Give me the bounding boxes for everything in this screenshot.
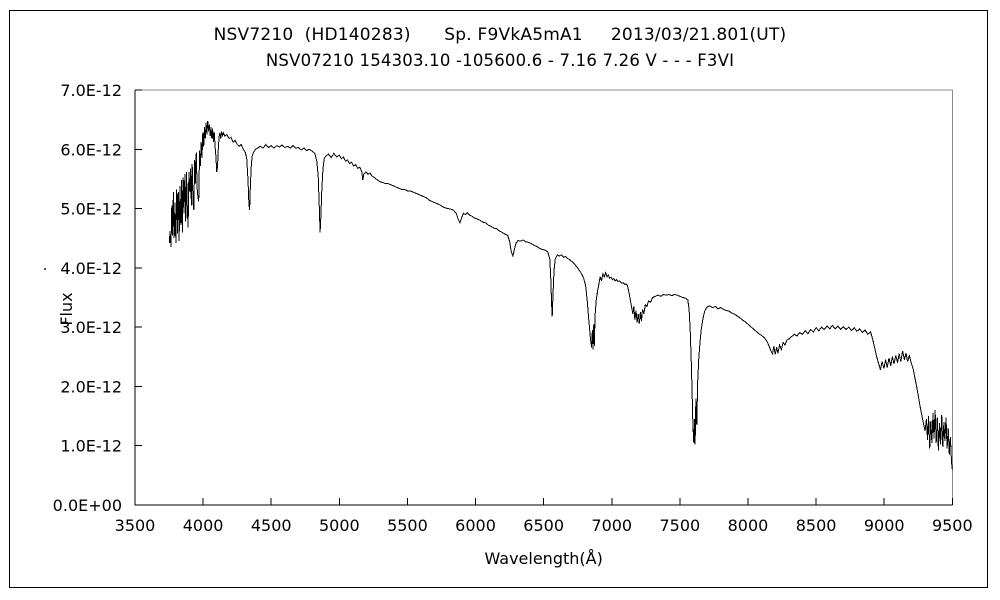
- x-tick-label: 7000: [591, 516, 632, 535]
- x-tick-label: 4500: [251, 516, 292, 535]
- x-tick-label: 5000: [319, 516, 360, 535]
- x-tick-label: 8500: [796, 516, 837, 535]
- y-tick-label: 7.0E-12: [60, 81, 122, 100]
- x-axis-title: Wavelength(Å): [484, 549, 602, 568]
- x-tick-label: 8000: [728, 516, 769, 535]
- y-tick-label: 1.0E-12: [60, 437, 122, 456]
- axis-lines: [134, 90, 953, 506]
- chart-subtitle: NSV07210 154303.10 -105600.6 - 7.16 7.26…: [265, 51, 735, 70]
- y-tick-label: 6.0E-12: [60, 140, 122, 159]
- y-tick-label: 0.0E+00: [53, 496, 122, 515]
- y-tick-label: 3.0E-12: [60, 318, 122, 337]
- x-tick-label: 6000: [455, 516, 496, 535]
- y-tick-label: 5.0E-12: [60, 200, 122, 219]
- stray-dot-artifact: [44, 268, 46, 270]
- x-tick-label: 5500: [387, 516, 428, 535]
- y-tick-label: 2.0E-12: [60, 377, 122, 396]
- x-tick-label: 6500: [523, 516, 564, 535]
- x-tick-label: 4000: [183, 516, 224, 535]
- chart-title: NSV7210 (HD140283) Sp. F9VkA5mA1 2013/03…: [213, 25, 787, 45]
- x-tick-label: 9000: [864, 516, 905, 535]
- spectrum-line: [168, 120, 953, 470]
- x-tick-label: 3500: [115, 516, 156, 535]
- x-tick-label: 7500: [660, 516, 701, 535]
- y-tick-label: 4.0E-12: [60, 259, 122, 278]
- plot-frame-gray: [135, 89, 953, 505]
- outer-border: [9, 10, 988, 588]
- x-tick-label: 9500: [932, 516, 973, 535]
- y-axis-title: Flux: [57, 292, 76, 325]
